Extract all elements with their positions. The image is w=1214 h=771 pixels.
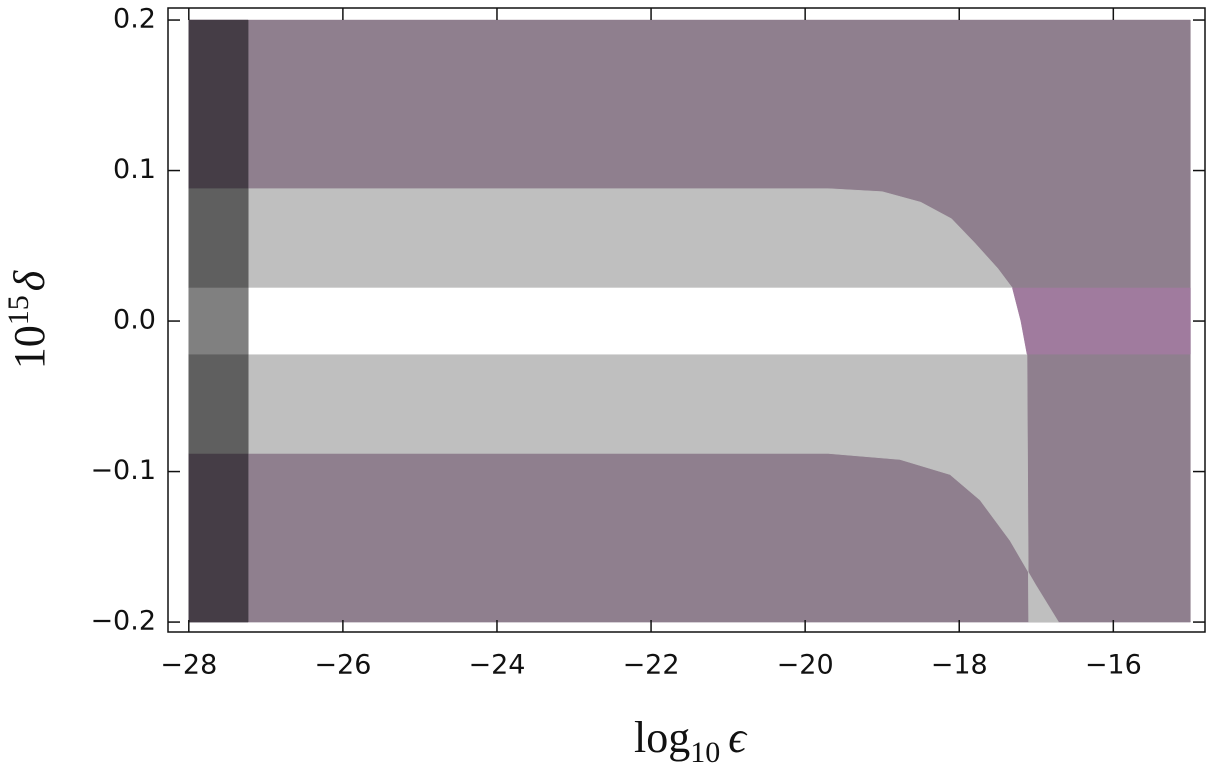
y-label-part: δ xyxy=(5,269,54,291)
x-tick-label: −28 xyxy=(160,650,217,681)
region xyxy=(247,287,1028,355)
x-tick-label: −20 xyxy=(777,650,834,681)
x-axis-label: log10 ϵ xyxy=(634,713,748,769)
y-axis-label: 1015 δ xyxy=(2,269,54,369)
plot-area xyxy=(188,19,1191,623)
x-label-part: 10 xyxy=(690,736,720,769)
y-tick-label: −0.1 xyxy=(90,455,156,486)
plot-frame xyxy=(167,7,1206,633)
x-tick-label: −22 xyxy=(623,650,680,681)
x-label-part: ϵ xyxy=(728,713,748,762)
x-tick-label: −26 xyxy=(314,650,371,681)
region xyxy=(1012,287,1191,355)
y-tick-label: 0.1 xyxy=(113,154,156,185)
x-tick-label: −24 xyxy=(468,650,525,681)
y-tick-label: 0.0 xyxy=(113,305,156,336)
y-label-part: 15 xyxy=(2,295,35,325)
x-tick-label: −18 xyxy=(931,650,988,681)
x-label-part: log xyxy=(634,713,690,762)
region xyxy=(188,287,249,355)
y-label-part: 10 xyxy=(5,325,54,369)
y-tick-label: 0.2 xyxy=(113,4,156,35)
x-tick-label: −16 xyxy=(1085,650,1142,681)
y-tick-label: −0.2 xyxy=(90,606,156,637)
